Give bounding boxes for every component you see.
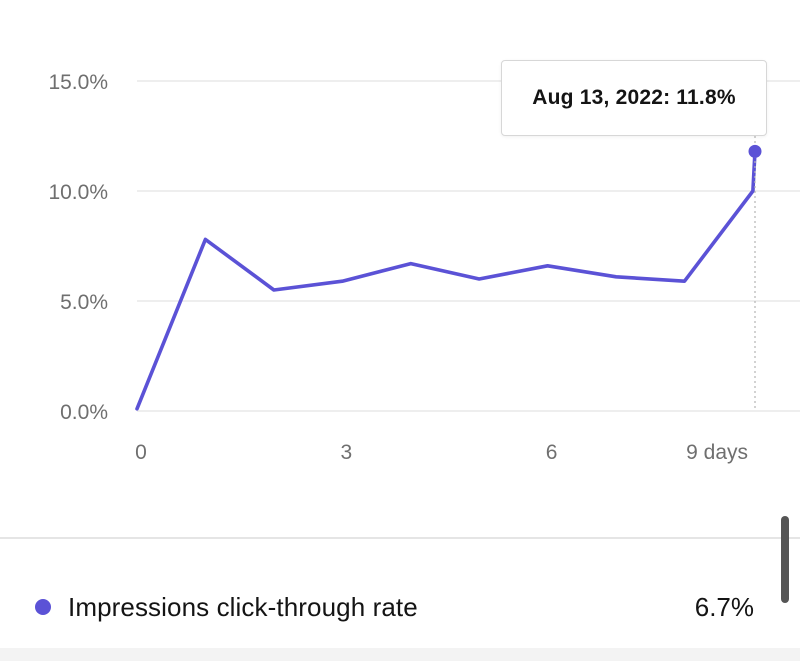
highlight-point	[748, 144, 762, 158]
x-tick-label-3: 9 days	[686, 441, 748, 464]
divider	[0, 537, 800, 539]
series-layer	[135, 149, 757, 411]
hover-tooltip: Aug 13, 2022: 11.8%	[501, 60, 767, 136]
legend-color-dot-icon	[35, 599, 51, 615]
y-tick-label-2: 10.0%	[48, 181, 108, 204]
highlight-layer	[748, 91, 762, 411]
x-axis-tick-labels: 0 3 6 9 days	[135, 441, 748, 464]
x-tick-label-1: 3	[340, 441, 352, 464]
bottom-band	[0, 648, 800, 661]
x-tick-label-0: 0	[135, 441, 147, 464]
y-tick-label-3: 15.0%	[48, 71, 108, 94]
series-line-0	[135, 149, 757, 411]
y-axis-tick-labels: 0.0% 5.0% 10.0% 15.0%	[48, 71, 108, 424]
legend-label: Impressions click-through rate	[68, 592, 418, 622]
x-tick-label-2: 6	[546, 441, 558, 464]
legend-value: 6.7%	[694, 592, 754, 622]
scrollbar-thumb[interactable]	[781, 516, 789, 603]
legend-row[interactable]: Impressions click-through rate 6.7%	[0, 578, 800, 638]
y-tick-label-1: 5.0%	[60, 291, 108, 314]
y-tick-label-0: 0.0%	[60, 401, 108, 424]
